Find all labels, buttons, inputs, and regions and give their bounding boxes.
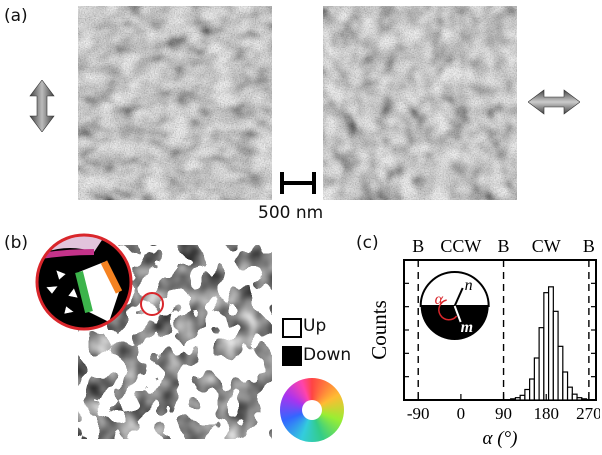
x-tick-label: 0 [457, 404, 466, 423]
legend-up-label: Up [303, 316, 327, 336]
inset-up-half [419, 271, 490, 307]
histogram-bar [533, 357, 540, 401]
histogram-chart: -90 0 90 180 270 α (°) Counts B CCW B CW Bα n m [367, 236, 600, 449]
histogram-bar [581, 398, 588, 401]
top-region-label: B [498, 236, 510, 256]
x-tick-label: 90 [495, 404, 512, 423]
top-region-label: B [583, 236, 595, 256]
top-region-label: B [412, 236, 424, 256]
histogram-bar [552, 310, 559, 401]
scale-bar-label: 500 nm [258, 203, 324, 223]
histogram-bar [514, 397, 521, 401]
legend-down-swatch [282, 346, 302, 366]
inset-down-half [420, 306, 489, 340]
magnified-inset [35, 233, 133, 331]
legend-down-label: Down [303, 345, 352, 365]
color-wheel-icon [280, 378, 344, 442]
top-region-label: CW [532, 236, 561, 256]
histogram-bar [562, 371, 569, 401]
x-tick-label: 180 [533, 404, 559, 423]
histogram-bar [529, 378, 535, 401]
histogram-bar [538, 327, 545, 401]
y-axis-label: Counts [367, 300, 391, 360]
x-tick-label: -90 [407, 404, 430, 423]
histogram-bar [566, 386, 573, 401]
legend-up-swatch [282, 318, 302, 338]
histogram-bar [519, 394, 526, 401]
panel-a-label: (a) [4, 6, 28, 26]
histogram-bar [557, 345, 564, 401]
histogram-bar [510, 398, 517, 401]
histogram-bar [571, 393, 578, 401]
microscopy-image-right [323, 6, 517, 200]
histogram-bar [524, 388, 531, 401]
top-region-label: CCW [440, 236, 481, 256]
panel-b-label: (b) [4, 233, 29, 253]
histogram-bar [543, 292, 550, 401]
scale-bar [280, 172, 316, 194]
inset-m-label: m [461, 319, 473, 336]
histogram-bar [576, 397, 583, 401]
inset-alpha-arc [438, 299, 458, 321]
inset-n-vector [453, 287, 464, 307]
inset-alpha-label: α [435, 291, 444, 308]
histogram-bar [547, 286, 554, 401]
horizontal-polarization-arrow-icon [528, 89, 580, 115]
panel-c-label: (c) [356, 233, 379, 253]
microscopy-image-left [78, 6, 272, 200]
vertical-polarization-arrow-icon [29, 80, 55, 132]
inset-n-label: n [465, 277, 473, 294]
x-tick-label: 270 [576, 404, 600, 423]
x-axis-label: α (°) [483, 428, 518, 449]
inset-m-vector [453, 305, 462, 323]
